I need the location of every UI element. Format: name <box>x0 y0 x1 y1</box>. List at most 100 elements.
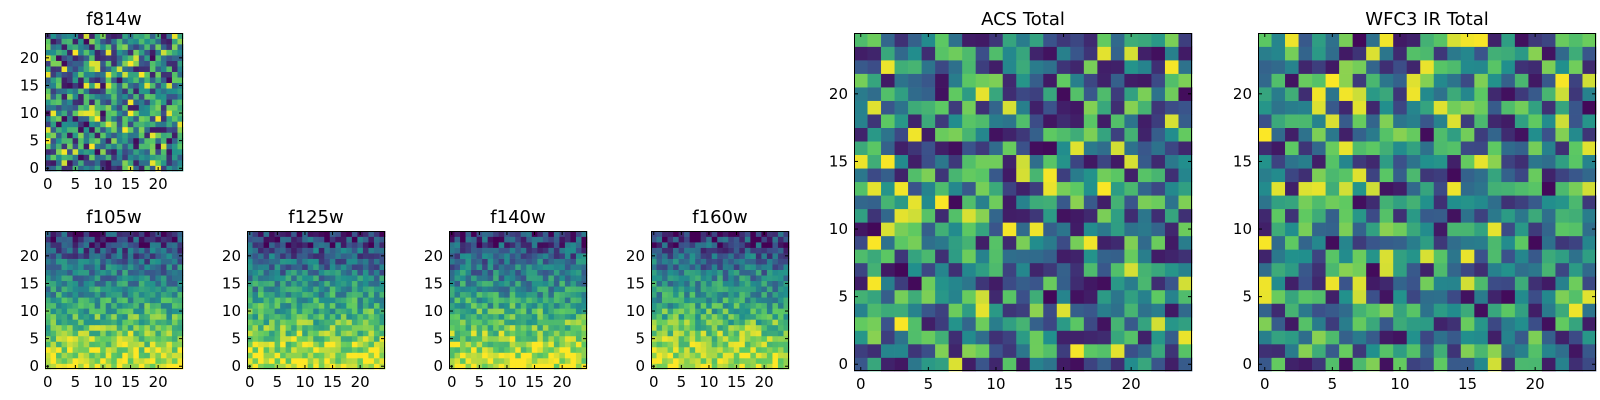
heatmap-cell <box>1097 262 1112 277</box>
heatmap-cell <box>581 247 588 254</box>
heatmap-cell <box>921 235 936 250</box>
heatmap-cell <box>302 335 309 342</box>
heatmap-cell <box>531 236 538 243</box>
heatmap-cell <box>302 313 309 320</box>
heatmap-cell <box>373 346 380 353</box>
heatmap-cell <box>177 242 184 248</box>
heatmap-cell <box>537 291 544 298</box>
heatmap-cell <box>127 137 134 144</box>
heatmap-cell <box>656 231 663 237</box>
heatmap-cell <box>526 264 533 270</box>
heatmap-cell <box>160 346 167 353</box>
heatmap-cell <box>553 247 560 254</box>
heatmap-cell <box>695 258 702 265</box>
heatmap-cell <box>695 346 702 353</box>
heatmap-cell <box>318 247 325 254</box>
heatmap-cell <box>296 302 303 309</box>
heatmap-cell <box>269 231 275 237</box>
heatmap-cell <box>111 165 118 172</box>
heatmap-cell <box>160 82 167 89</box>
heatmap-cell <box>83 66 90 72</box>
heatmap-cell <box>83 341 90 348</box>
heatmap-cell <box>1285 127 1299 142</box>
heatmap-cell <box>1393 330 1408 345</box>
heatmap-cell <box>706 297 713 304</box>
heatmap-cell <box>111 242 118 248</box>
heatmap-cell <box>526 335 533 342</box>
heatmap-cell <box>78 335 84 342</box>
heatmap-cell <box>318 242 325 248</box>
heatmap-cell <box>138 324 145 331</box>
heatmap-cell <box>1271 168 1286 183</box>
heatmap-cell <box>548 280 555 287</box>
heatmap-cell <box>379 286 386 293</box>
heatmap-cell <box>921 276 936 291</box>
heatmap-cell <box>1298 73 1313 88</box>
heatmap-cell <box>1379 316 1394 331</box>
heatmap-cell <box>296 330 303 337</box>
heatmap-cell <box>581 313 588 320</box>
heatmap-cell <box>171 132 178 139</box>
heatmap-cell <box>487 302 494 309</box>
heatmap-cell <box>149 49 156 56</box>
heatmap-cell <box>575 236 582 243</box>
heatmap-cell <box>1447 87 1462 101</box>
heatmap-cell <box>575 253 582 259</box>
heatmap-cell <box>160 308 167 315</box>
heatmap-cell <box>537 242 544 248</box>
heatmap-cell <box>56 121 62 128</box>
heatmap-cell <box>706 286 713 293</box>
heatmap-cell <box>1379 289 1394 304</box>
heatmap-cell <box>581 258 588 265</box>
heatmap-cell <box>94 126 101 133</box>
heatmap-cell <box>362 247 369 254</box>
heatmap-cell <box>1514 60 1529 74</box>
heatmap-cell <box>667 319 674 326</box>
heatmap-cell <box>1555 60 1570 74</box>
heatmap-cell <box>706 258 713 265</box>
heatmap-cell <box>711 258 718 265</box>
heatmap-cell <box>144 33 151 39</box>
heatmap-cell <box>1582 127 1597 142</box>
heatmap-cell <box>755 242 762 248</box>
heatmap-cell <box>357 346 364 353</box>
heatmap-cell <box>78 275 84 282</box>
heatmap-cell <box>373 236 380 243</box>
heatmap-cell <box>1487 195 1502 210</box>
heatmap-cell <box>1271 330 1286 345</box>
heatmap-cell <box>471 247 477 254</box>
heatmap-cell <box>160 99 167 106</box>
heatmap-cell <box>504 324 511 331</box>
heatmap-cell <box>553 242 560 248</box>
heatmap-cell <box>651 346 657 353</box>
heatmap-cell <box>368 264 375 270</box>
heatmap-cell <box>116 280 123 287</box>
heatmap-cell <box>89 60 96 67</box>
heatmap-cell <box>324 242 331 248</box>
heatmap-cell <box>1433 141 1448 156</box>
heatmap-cell <box>269 258 275 265</box>
heatmap-cell <box>487 357 494 364</box>
heatmap-cell <box>340 330 347 337</box>
heatmap-cell <box>509 236 516 243</box>
heatmap-cell <box>285 247 292 254</box>
heatmap-cell <box>269 297 275 304</box>
heatmap-cell <box>509 313 516 320</box>
heatmap-cell <box>133 258 140 265</box>
heatmap-cell <box>1514 222 1529 237</box>
heatmap-cell <box>50 330 57 337</box>
heatmap-cell <box>515 291 522 298</box>
heatmap-cell <box>651 286 657 293</box>
heatmap-cell <box>531 341 538 348</box>
heatmap-cell <box>72 242 79 248</box>
heatmap-cell <box>61 352 68 359</box>
heatmap-cell <box>1474 222 1489 237</box>
heatmap-cell <box>138 286 145 293</box>
heatmap-cell <box>667 324 674 331</box>
heatmap-cell <box>105 346 112 353</box>
heatmap-cell <box>1056 289 1071 304</box>
heatmap-cell <box>1582 60 1597 74</box>
heatmap-cell <box>166 264 173 270</box>
heatmap-cell <box>67 110 73 117</box>
